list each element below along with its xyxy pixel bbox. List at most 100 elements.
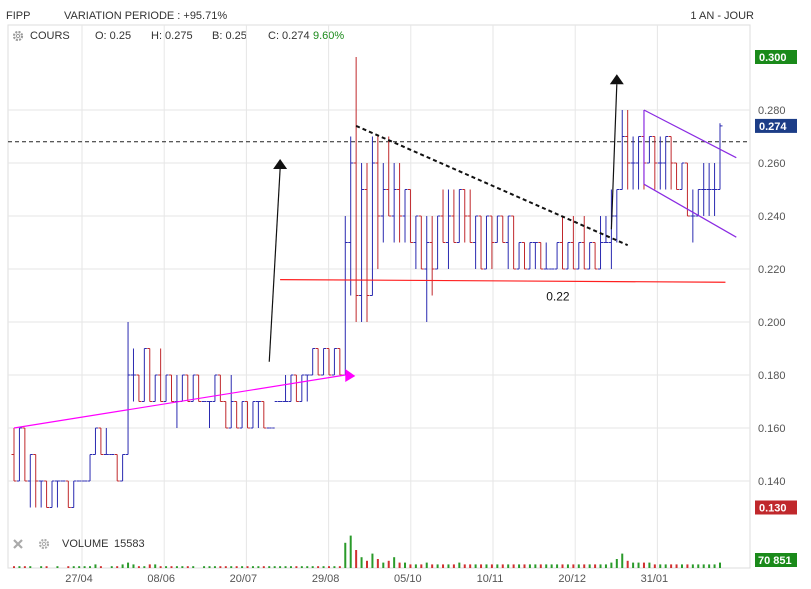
volume-bar — [436, 564, 439, 568]
volume-bar — [566, 564, 569, 568]
ohlc-bar — [652, 136, 658, 190]
ohlc-bar — [136, 374, 142, 402]
volume-bar — [632, 562, 635, 568]
x-tick-label: 20/07 — [230, 573, 258, 585]
volume-bar — [474, 564, 477, 568]
ohlc-bar — [49, 480, 55, 508]
volume-bar — [675, 564, 678, 568]
ohlc-bar — [532, 242, 538, 269]
volume-bar — [317, 566, 320, 568]
volume-bar — [219, 566, 222, 568]
volume-bar — [610, 562, 613, 568]
x-tick-label: 20/12 — [558, 573, 586, 585]
volume-bar — [387, 560, 390, 568]
arrow-line — [610, 84, 618, 230]
volume-bar — [523, 564, 526, 568]
arrowhead — [609, 74, 624, 85]
ohlc-bar — [456, 189, 462, 243]
ohlc-bar — [321, 348, 327, 376]
volume-bar — [355, 550, 358, 568]
close-panel-icon[interactable] — [12, 538, 24, 553]
volume-bar — [642, 562, 645, 568]
ohlc-bar — [554, 242, 560, 270]
ohlc-bar — [587, 242, 593, 270]
volume-bar — [615, 559, 618, 568]
level-annotation: 0.22 — [546, 290, 570, 304]
ohlc-bar — [310, 348, 316, 376]
volume-bar — [545, 564, 548, 568]
descending-trendline — [355, 124, 629, 247]
arrowhead — [273, 159, 288, 169]
ohlc-bar — [141, 348, 147, 402]
ohlc-bar — [255, 401, 261, 428]
ohlc-bar — [603, 216, 609, 243]
ohlc-bar — [543, 242, 549, 270]
ohlc-bar — [717, 123, 723, 190]
ohlc-bar — [473, 215, 479, 269]
ohlc-bar — [98, 427, 104, 455]
volume-bar — [366, 560, 368, 568]
series-label: COURS — [30, 30, 70, 42]
y-tick-label: 0.160 — [758, 423, 786, 435]
ohlc-bar — [288, 374, 294, 402]
volume-bar — [447, 564, 450, 568]
volume-bar — [691, 564, 694, 568]
ohlc-bar — [630, 136, 636, 190]
period-label[interactable]: 1 AN - JOUR — [690, 10, 754, 22]
ohlc-bar — [293, 374, 299, 402]
volume-bar — [512, 564, 515, 568]
ohlc-bar — [44, 480, 50, 508]
y-tick-label: 0.240 — [758, 211, 786, 223]
high-value: H: 0.275 — [151, 30, 193, 42]
volume-bar — [224, 566, 227, 568]
ohlc-bar — [179, 374, 185, 402]
volume-bar — [599, 564, 602, 568]
volume-bar — [137, 566, 140, 568]
volume-bar — [127, 562, 130, 568]
volume-bar — [496, 564, 499, 568]
volume-bar — [561, 564, 564, 568]
volume-bar — [300, 566, 303, 568]
ohlc-bar — [33, 454, 39, 508]
ohlc-bar — [331, 348, 337, 376]
last-price-badge-text: 0.274 — [759, 121, 787, 133]
arrow-line — [268, 168, 281, 362]
volume-settings-gear-icon[interactable] — [38, 538, 50, 553]
ohlc-bar — [22, 427, 28, 482]
ohlc-bar — [636, 136, 642, 190]
volume-bar — [648, 562, 651, 568]
volume-bar — [78, 566, 81, 568]
volume-bar — [268, 566, 271, 568]
ohlc-bar — [168, 374, 174, 402]
ohlc-bar — [565, 242, 571, 270]
ohlc-bar — [668, 136, 674, 190]
volume-bar — [94, 564, 97, 568]
volume-bar — [165, 566, 168, 568]
volume-bar — [181, 566, 184, 568]
ohlc-bar — [120, 454, 126, 482]
settings-gear-icon[interactable] — [12, 30, 24, 45]
ohlc-bar — [364, 163, 370, 322]
ohlc-bar — [511, 215, 517, 270]
volume-bar — [72, 566, 75, 568]
volume-bar — [594, 564, 597, 568]
volume-bar — [708, 564, 711, 568]
volume-bar — [208, 566, 211, 568]
ohlc-bar — [646, 136, 652, 164]
volume-bar — [518, 564, 521, 568]
volume-bar — [490, 564, 493, 568]
ohlc-bar — [679, 162, 685, 190]
volume-bar — [583, 564, 586, 568]
ohlc-bar — [11, 428, 17, 482]
symbol-title: FIPP — [6, 10, 31, 22]
ohlc-bar — [304, 374, 310, 402]
ohlc-bar — [125, 322, 131, 455]
volume-bar — [284, 566, 287, 568]
ohlc-bar — [494, 215, 500, 243]
volume-value: 15583 — [114, 538, 145, 550]
volume-bar — [23, 566, 26, 568]
volume-bar — [686, 564, 689, 568]
ohlc-bar — [690, 189, 696, 243]
y-tick-label: 0.260 — [758, 158, 786, 170]
